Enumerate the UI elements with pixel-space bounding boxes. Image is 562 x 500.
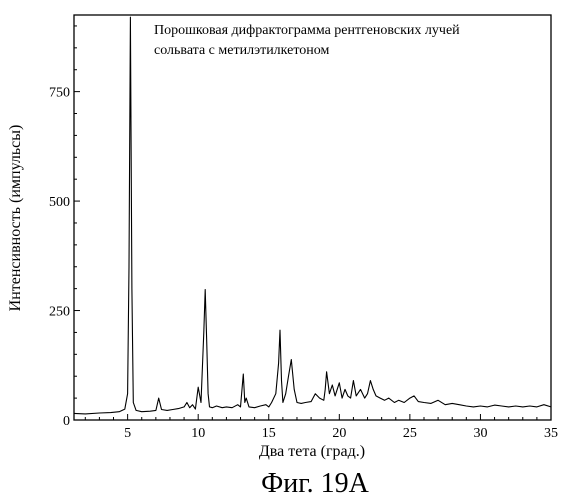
x-tick-label: 35 (544, 426, 558, 441)
x-axis: 5 10 15 20 25 30 35 (84, 414, 558, 441)
figure-caption: Фиг. 19А (261, 468, 369, 499)
y-tick-label: 750 (49, 86, 70, 101)
y-tick-label: 250 (49, 305, 70, 320)
y-axis: 0 250 500 750 (49, 25, 80, 429)
x-tick-label: 15 (262, 426, 276, 441)
annotation-line-1: Порошковая дифрактограмма рентгеновских … (154, 23, 460, 38)
y-tick-label: 0 (63, 414, 70, 429)
x-tick-label: 30 (473, 426, 487, 441)
x-axis-title: Два тета (град.) (259, 443, 365, 460)
annotation-line-2: сольвата с метилэтилкетоном (154, 43, 329, 58)
y-axis-title: Интенсивность (импульсы) (7, 125, 24, 312)
x-tick-label: 20 (332, 426, 346, 441)
x-tick-label: 10 (191, 426, 205, 441)
y-tick-label: 500 (49, 195, 70, 210)
diffraction-pattern-line (73, 16, 552, 415)
plot-frame (73, 14, 552, 421)
x-tick-label: 25 (403, 426, 417, 441)
x-tick-label: 5 (124, 426, 131, 441)
